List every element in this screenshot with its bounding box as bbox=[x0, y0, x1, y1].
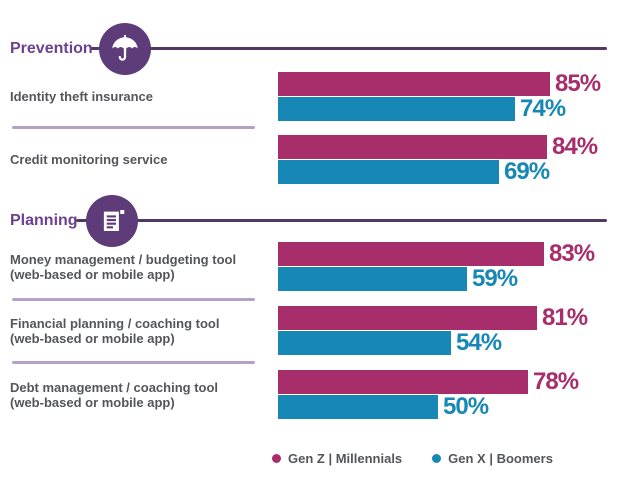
bar-value-label: 84% bbox=[552, 133, 598, 160]
section-title: Prevention bbox=[10, 40, 93, 57]
row-divider bbox=[12, 361, 255, 364]
section-header-prevention: Prevention bbox=[0, 23, 620, 75]
bar-gen-z-millennials bbox=[278, 135, 547, 159]
legend-dot bbox=[432, 454, 442, 463]
bar-gen-z-millennials bbox=[278, 306, 537, 330]
umbrella-icon bbox=[112, 34, 138, 61]
bar-value-label: 85% bbox=[555, 70, 601, 97]
legend-item-gen-x-boomers: Gen X | Boomers bbox=[432, 451, 553, 466]
category-label: Money management / budgeting tool (web-ba… bbox=[10, 242, 272, 291]
row-divider bbox=[12, 126, 255, 129]
section-divider-line bbox=[76, 219, 607, 222]
legend: Gen Z | Millennials Gen X | Boomers bbox=[272, 451, 553, 466]
bar-gen-z-millennials bbox=[278, 72, 550, 96]
category-label-line2: (web-based or mobile app) bbox=[10, 330, 175, 346]
bar-gen-x-boomers bbox=[278, 160, 499, 184]
bar-gen-x-boomers bbox=[278, 97, 515, 121]
bar-value-label: 74% bbox=[520, 95, 566, 122]
legend-dot bbox=[272, 454, 281, 463]
legend-label: Gen Z | Millennials bbox=[288, 451, 403, 466]
category-label: Debt management / coaching tool (web-base… bbox=[10, 370, 272, 419]
category-label: Credit monitoring service bbox=[10, 135, 272, 184]
document-icon bbox=[103, 210, 125, 231]
bar-value-label: 59% bbox=[472, 265, 518, 292]
category-label-line2: (web-based or mobile app) bbox=[10, 266, 175, 282]
bar-value-label: 81% bbox=[542, 304, 588, 331]
bar-gen-z-millennials bbox=[278, 370, 528, 394]
category-label: Financial planning / coaching tool (web-b… bbox=[10, 306, 272, 355]
category-label-line1: Debt management / coaching tool bbox=[10, 379, 219, 395]
category-label-line1: Credit monitoring service bbox=[10, 152, 168, 167]
category-label-line1: Identity theft insurance bbox=[10, 89, 154, 104]
bar-value-label: 78% bbox=[533, 368, 579, 395]
prevention-icon-circle bbox=[99, 23, 151, 75]
section-title: Planning bbox=[10, 212, 78, 229]
section-header-planning: Planning bbox=[0, 195, 620, 247]
bar-gen-x-boomers bbox=[278, 267, 467, 291]
category-label: Identity theft insurance bbox=[10, 72, 272, 121]
bar-value-label: 69% bbox=[504, 158, 550, 185]
bar-gen-x-boomers bbox=[278, 331, 451, 355]
bar-gen-z-millennials bbox=[278, 242, 544, 266]
category-label-line1: Financial planning / coaching tool bbox=[10, 315, 220, 331]
legend-label: Gen X | Boomers bbox=[448, 451, 553, 466]
legend-item-gen-z-millennials: Gen Z | Millennials bbox=[272, 451, 402, 466]
category-label-line2: (web-based or mobile app) bbox=[10, 394, 175, 410]
planning-icon-circle bbox=[86, 195, 138, 247]
section-divider-line bbox=[90, 47, 607, 50]
row-divider bbox=[12, 298, 255, 301]
bar-value-label: 54% bbox=[456, 329, 502, 356]
category-label-line1: Money management / budgeting tool bbox=[10, 251, 237, 267]
bar-value-label: 50% bbox=[443, 393, 489, 420]
bar-gen-x-boomers bbox=[278, 395, 438, 419]
bar-value-label: 83% bbox=[549, 240, 595, 267]
